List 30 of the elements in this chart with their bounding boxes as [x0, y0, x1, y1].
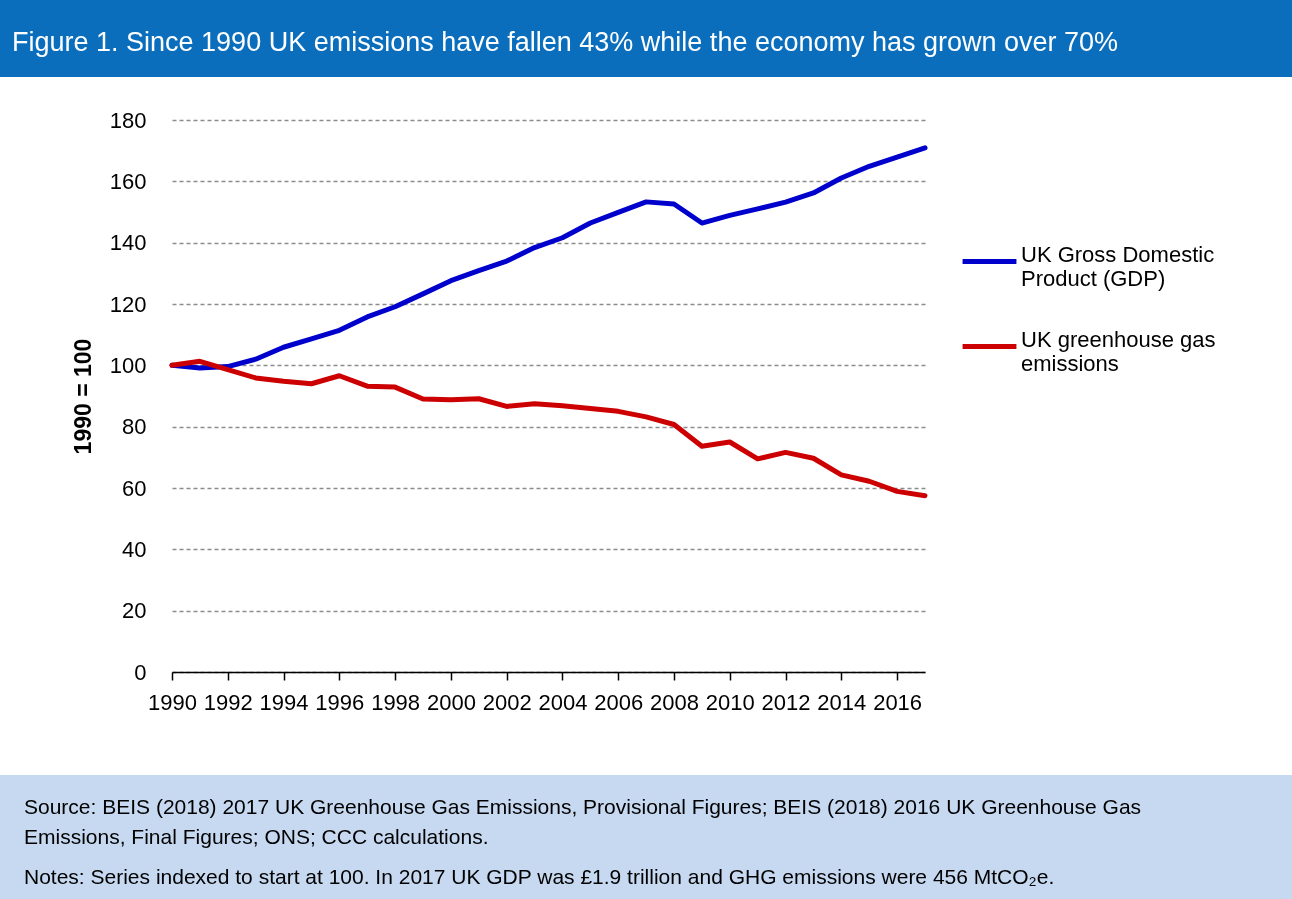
y-tick-label: 140 [109, 230, 147, 256]
x-tick-label: 1998 [371, 689, 421, 715]
source-note: Source: BEIS (2018) 2017 UK Greenhouse Gas Emissions, Provisional Figures; BEIS (2018) 2016 UK Greenhouse Gas Emissions, Final Figures; ONS; CCC calculations. [24, 795, 1142, 848]
text: Notes: Series indexed to start at 100. In 2017 UK GDP was £1.9 trillion and GHG emissions were 456 MtCO₂e. [24, 865, 1055, 888]
legend-label: UK greenhouse gas emissions [1021, 326, 1216, 376]
x-tick-label: 1990 [148, 689, 197, 715]
y-axis-title: 1990 = 100 [69, 338, 96, 455]
x-tick-label: 1992 [203, 689, 253, 715]
x-tick-label: 1994 [259, 689, 309, 715]
y-tick-label: 0 [134, 659, 147, 685]
x-tick-label: 2002 [482, 689, 532, 715]
x-tick-label: 2008 [650, 689, 699, 715]
x-tick-label: 2010 [705, 689, 755, 715]
x-tick-label: 2016 [873, 689, 923, 715]
x-tick-label: 2006 [594, 689, 644, 715]
y-tick-label: 20 [122, 598, 147, 624]
y-tick-label: 60 [122, 475, 147, 501]
legend-label: UK Gross Domestic Product (GDP) [1021, 241, 1215, 291]
x-tick-label: 2000 [426, 689, 476, 715]
x-tick-label: 2014 [817, 689, 867, 715]
x-tick-label: 2012 [761, 689, 811, 715]
y-tick-label: 160 [109, 168, 147, 194]
y-tick-label: 180 [109, 107, 147, 133]
chart-title: Figure 1. Since 1990 UK emissions have fallen 43% while the economy has grown over 70% [12, 27, 1119, 57]
y-tick-label: 40 [122, 536, 147, 562]
y-tick-label: 80 [122, 414, 147, 440]
y-tick-label: 100 [109, 352, 147, 378]
y-tick-label: 120 [109, 291, 147, 317]
x-tick-label: 2004 [538, 689, 588, 715]
x-tick-label: 1996 [315, 689, 365, 715]
